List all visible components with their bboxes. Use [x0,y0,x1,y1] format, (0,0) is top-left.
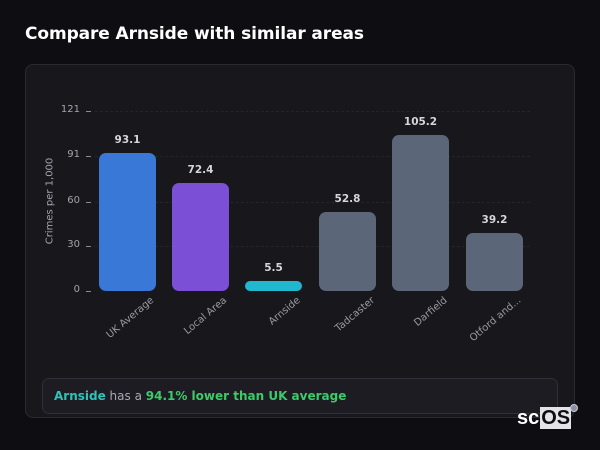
x-tick-label: Darfield [412,295,450,329]
logo-sc: sc [517,407,540,429]
summary-stat: 94.1% lower than UK average [145,389,347,403]
summary-connector: has a [105,389,146,403]
logo-os: OS [540,407,572,429]
summary-place: Arnside [54,389,106,403]
y-tick-label: 91 [67,148,80,160]
bar-darfield[interactable] [392,134,449,291]
bar-otford-and[interactable] [466,232,523,291]
registered-mark-icon [570,404,579,412]
gridline [95,111,530,112]
x-tick-label: UK Average [104,295,157,341]
page-title: Compare Arnside with similar areas [25,24,364,44]
bar-local-area[interactable] [172,183,229,291]
y-tick-mark [86,111,91,112]
y-tick-mark [86,291,91,292]
bar-arnside[interactable] [245,281,302,291]
bar-value-label: 39.2 [481,213,508,226]
gridline [95,155,530,157]
comparison-summary: Arnside has a 94.1% lower than UK averag… [42,378,558,414]
bar-value-label: 52.8 [334,193,361,206]
x-tick-label: Tadcaster [332,295,377,335]
y-tick-label: 60 [67,194,80,206]
x-tick-label: Otford and... [468,295,524,345]
x-tick-label: Arnside [266,295,303,328]
bar-uk-average[interactable] [99,152,156,291]
gridline [95,246,530,248]
bar-value-label: 72.4 [187,164,214,177]
y-tick-mark [86,155,91,157]
x-tick-label: Local Area [182,295,230,337]
bar-value-label: 93.1 [114,133,141,146]
bar-tadcaster[interactable] [319,212,376,291]
bar-value-label: 5.5 [264,262,283,274]
y-tick-mark [86,201,91,203]
scos-logo: sc OS [517,404,579,429]
y-tick-label: 0 [73,284,80,295]
y-tick-mark [86,246,91,248]
y-tick-label: 121 [60,104,80,115]
gridline [95,201,530,203]
bar-value-label: 105.2 [403,115,438,128]
y-tick-label: 30 [67,239,80,251]
